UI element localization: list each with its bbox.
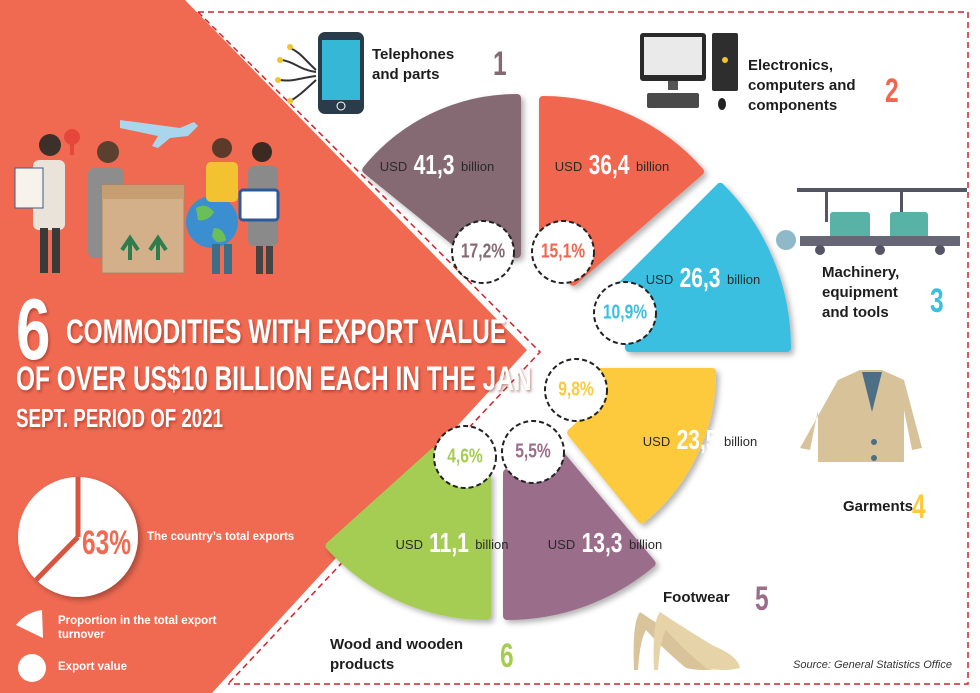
share-circle-1: [451, 220, 515, 284]
legend-circle-label: Export value: [58, 661, 128, 673]
unit-prefix: USD: [395, 537, 423, 552]
unit-prefix: USD: [554, 159, 583, 174]
legend-circle-icon: [18, 654, 46, 682]
category-rank: 3: [930, 282, 944, 320]
category-name: Electronics, computers and components: [748, 57, 856, 114]
category-rank: 4: [912, 488, 926, 526]
wedge-value-label: USD 11,1 billion: [396, 527, 509, 559]
unit-prefix: USD: [547, 537, 576, 552]
unit-suffix: billion: [475, 537, 509, 552]
summary-pie: [18, 477, 138, 597]
dashed-border: [197, 11, 969, 685]
summary-percent: 63%: [82, 524, 132, 562]
unit-suffix: billion: [635, 159, 670, 174]
share-percent: 15,1%: [540, 240, 586, 263]
legend-wedge-icon: [16, 610, 43, 638]
unit-prefix: USD: [645, 272, 674, 287]
category-name: Telephones and parts: [372, 46, 455, 83]
wedge-value-label: USD 23,5 billion: [643, 424, 757, 456]
headline-number: 6: [16, 282, 51, 378]
category-name: Wood and wooden products: [330, 636, 464, 673]
unit-suffix: billion: [726, 272, 761, 287]
category-rank: 2: [885, 72, 899, 110]
computer-icon: [640, 33, 738, 110]
export-value: 41,3: [413, 149, 455, 180]
wedge-value-label: USD 36,4 billion: [555, 149, 669, 181]
category-rank: 1: [493, 45, 507, 83]
unit-suffix: billion: [460, 159, 495, 174]
export-value: 23,5: [676, 424, 718, 455]
share-percent: 10,9%: [602, 301, 648, 324]
unit-suffix: billion: [723, 434, 758, 449]
share-circle-3: [593, 281, 657, 345]
people-trade-illustration: [14, 120, 280, 274]
high-heels-icon: [633, 612, 740, 670]
legend-wedge-label: Proportion in the total export turnover: [58, 615, 217, 641]
category-name: Machinery, equipment and tools: [822, 264, 900, 321]
unit-prefix: USD: [379, 159, 408, 174]
summary-label: The country’s total exports: [147, 531, 295, 543]
source-note: Source: General Statistics Office: [793, 659, 952, 671]
share-percent: 5,5%: [515, 440, 551, 463]
share-circle-6: [433, 425, 497, 489]
share-percent: 4,6%: [447, 445, 483, 468]
export-value: 36,4: [588, 149, 630, 180]
jacket-icon: [800, 370, 922, 462]
share-percent: 9,8%: [558, 378, 594, 401]
share-circle-2: [531, 220, 595, 284]
export-value: 13,3: [581, 527, 623, 558]
category-name: Garments: [843, 498, 914, 515]
wedge-value-label: USD 26,3 billion: [646, 262, 760, 294]
export-value: 11,1: [429, 527, 469, 558]
smartphone-icon: [275, 32, 364, 114]
category-name: Footwear: [663, 589, 730, 606]
unit-prefix: USD: [642, 434, 671, 449]
headline-line-1: COMMODITIES WITH EXPORT VALUE: [66, 313, 507, 351]
share-circle-5: [501, 420, 565, 484]
headline-line-3: SEPT. PERIOD OF 2021: [16, 403, 224, 433]
unit-suffix: billion: [628, 537, 663, 552]
wedge-chart: [325, 94, 791, 620]
category-rank: 5: [755, 580, 769, 618]
share-percent: 17,2%: [460, 240, 506, 263]
machinery-icon: [776, 188, 967, 255]
headline-line-2: OF OVER US$10 BILLION EACH IN THE JAN: [16, 360, 532, 398]
wedge-value-label: USD 41,3 billion: [380, 149, 494, 181]
share-circle-4: [544, 358, 608, 422]
wedge-value-label: USD 13,3 billion: [548, 527, 662, 559]
export-value: 26,3: [679, 262, 721, 293]
category-rank: 6: [500, 637, 514, 675]
